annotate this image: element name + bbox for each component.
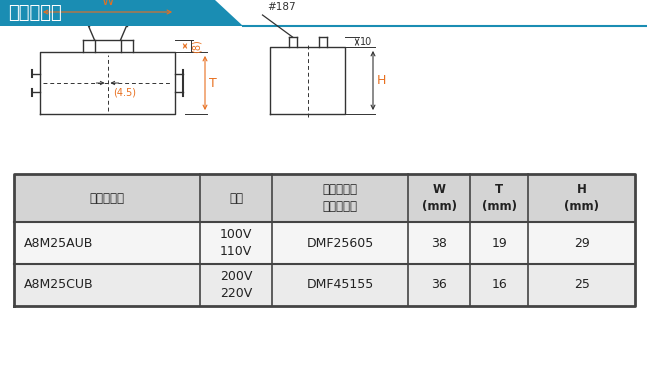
Text: H: H <box>377 74 386 87</box>
Text: 電圧: 電圧 <box>229 192 243 205</box>
Bar <box>0 0 215 26</box>
Text: 200V
220V: 200V 220V <box>220 270 252 300</box>
Text: DMF45155: DMF45155 <box>307 278 374 292</box>
Text: コンデンサ
（付属品）: コンデンサ （付属品） <box>322 183 358 213</box>
Text: 19: 19 <box>492 236 507 249</box>
Text: H
(mm): H (mm) <box>564 183 599 213</box>
Text: T: T <box>209 76 217 89</box>
Text: 29: 29 <box>574 236 589 249</box>
Text: W
(mm): W (mm) <box>422 183 457 213</box>
Text: 25: 25 <box>574 278 589 292</box>
Polygon shape <box>215 0 243 26</box>
Bar <box>14 222 635 264</box>
Text: 36: 36 <box>432 278 447 292</box>
Text: T
(mm): T (mm) <box>482 183 517 213</box>
Text: DMF25605: DMF25605 <box>307 236 374 249</box>
Text: 100V
110V: 100V 110V <box>220 228 252 258</box>
Text: #187: #187 <box>267 2 296 12</box>
Text: 10: 10 <box>360 37 372 47</box>
Text: (8): (8) <box>192 39 202 53</box>
Bar <box>14 264 635 306</box>
Text: (4.5): (4.5) <box>113 87 137 97</box>
Text: モータ形式: モータ形式 <box>90 192 125 205</box>
Text: A8M25CUB: A8M25CUB <box>24 278 94 292</box>
Text: W: W <box>102 0 114 8</box>
Text: A8M25AUB: A8M25AUB <box>24 236 93 249</box>
Text: 38: 38 <box>432 236 447 249</box>
Text: コンデンサ: コンデンサ <box>8 4 61 22</box>
Bar <box>14 174 635 222</box>
Text: 16: 16 <box>492 278 507 292</box>
